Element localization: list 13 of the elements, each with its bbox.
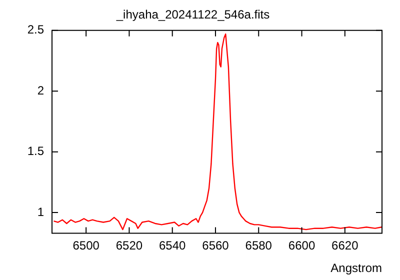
x-tick-label: 6600: [288, 238, 316, 253]
y-tick-label: 1.5: [27, 144, 44, 158]
x-tick-label: 6560: [202, 238, 230, 253]
y-tick-label: 1: [37, 204, 44, 219]
x-tick-label: 6500: [72, 238, 100, 253]
x-tick-label: 6580: [245, 238, 272, 253]
x-tick-label: 6520: [116, 238, 143, 253]
y-tick-label: 2.5: [27, 22, 44, 37]
x-axis-title: Angstrom: [330, 261, 382, 276]
x-tick-label: 6620: [332, 238, 359, 253]
x-tick-label: 6540: [159, 238, 186, 253]
y-tick-label: 2: [37, 83, 44, 98]
chart-title: _ihyaha_20241122_546a.fits: [115, 8, 270, 22]
